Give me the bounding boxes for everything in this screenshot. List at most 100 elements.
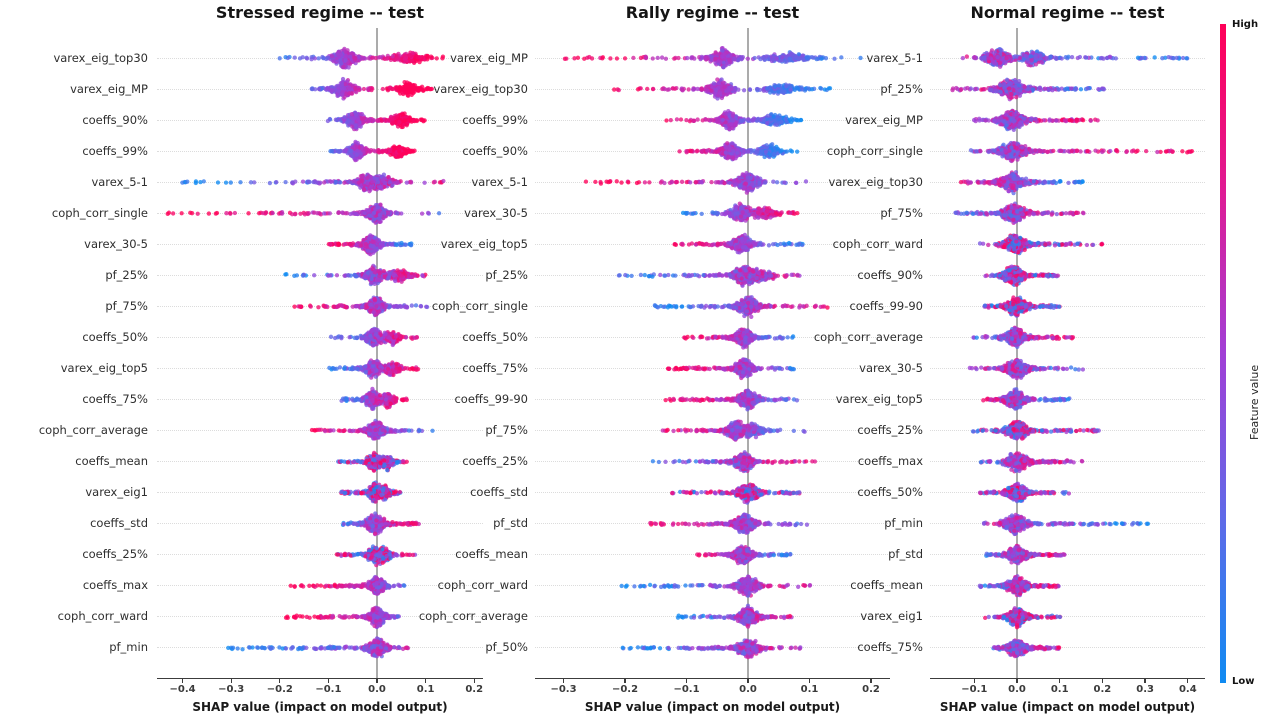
x-tick-label: 0.4 <box>1178 684 1197 695</box>
x-tick-label: 0.0 <box>739 684 757 695</box>
x-axis-label: SHAP value (impact on model output) <box>939 700 1196 714</box>
x-axis-label: SHAP value (impact on model output) <box>192 700 448 714</box>
feature-label: varex_30-5 <box>859 361 923 376</box>
feature-label: pf_50% <box>485 640 528 655</box>
x-tick-label: 0.3 <box>1136 684 1154 695</box>
feature-label: pf_min <box>109 640 148 655</box>
feature-label: coph_corr_average <box>813 329 923 344</box>
feature-label: coeffs_mean <box>455 547 528 562</box>
x-tick-mark <box>1187 678 1189 683</box>
feature-label: coeffs_90% <box>82 112 148 127</box>
x-axis-line <box>157 677 483 679</box>
feature-label: coeffs_max <box>82 578 148 593</box>
x-tick-mark <box>279 678 281 683</box>
x-tick-mark <box>230 678 232 683</box>
feature-label: coeffs_50% <box>857 485 923 500</box>
x-tick-mark <box>685 678 688 683</box>
x-tick-label: −0.3 <box>550 684 577 695</box>
feature-label: pf_std <box>888 547 923 562</box>
x-tick-label: −0.1 <box>315 684 342 695</box>
feature-label: varex_5-1 <box>471 174 528 189</box>
x-tick-label: 0.0 <box>1008 684 1026 695</box>
feature-label: coeffs_std <box>470 485 528 500</box>
x-tick-label: −0.1 <box>673 684 700 695</box>
feature-label: pf_75% <box>485 423 528 438</box>
feature-label: coph_corr_single <box>51 205 148 220</box>
feature-label: coeffs_max <box>857 454 923 469</box>
feature-label: varex_eig1 <box>85 485 148 500</box>
feature-label: pf_75% <box>105 298 148 313</box>
feature-label: coeffs_50% <box>462 329 528 344</box>
feature-label: coph_corr_single <box>431 298 528 313</box>
x-tick-label: 0.1 <box>416 684 435 695</box>
x-tick-mark <box>624 678 626 683</box>
feature-label: varex_eig_top30 <box>828 174 923 189</box>
x-tick-label: −0.4 <box>169 684 196 695</box>
x-axis-label: SHAP value (impact on model output) <box>584 700 841 714</box>
feature-label: coeffs_75% <box>857 640 923 655</box>
feature-label: varex_eig_MP <box>70 81 148 96</box>
feature-label: coeffs_75% <box>462 361 528 376</box>
x-tick-mark <box>473 678 475 683</box>
feature-label: coeffs_50% <box>82 329 148 344</box>
feature-label: pf_min <box>884 516 923 531</box>
feature-label: pf_std <box>493 516 528 531</box>
x-tick-label: 0.1 <box>800 684 819 695</box>
x-tick-label: −0.2 <box>611 684 639 695</box>
feature-label: varex_eig_top5 <box>440 236 528 251</box>
feature-label: varex_eig_top5 <box>835 392 923 407</box>
x-tick-mark <box>181 678 184 683</box>
feature-label: pf_75% <box>880 205 923 220</box>
feature-label: varex_eig_MP <box>450 50 528 65</box>
x-tick-label: −0.2 <box>266 684 293 695</box>
feature-label: coeffs_99% <box>82 143 148 158</box>
colorbar-low-label: Low <box>1232 676 1255 687</box>
feature-label: varex_eig_top30 <box>433 81 528 96</box>
x-tick-label: −0.3 <box>218 684 245 695</box>
feature-label: varex_eig1 <box>860 609 923 624</box>
feature-label: coeffs_99-90 <box>849 298 923 313</box>
feature-label: coph_corr_average <box>418 609 528 624</box>
panel-title: Stressed regime -- test <box>215 3 425 22</box>
feature-label: varex_30-5 <box>84 236 148 251</box>
x-tick-label: 0.2 <box>1093 684 1112 695</box>
feature-label: coph_corr_ward <box>437 578 528 593</box>
x-axis-line <box>930 677 1205 679</box>
colorbar-high-label: High <box>1232 19 1259 30</box>
feature-label: coeffs_25% <box>82 547 148 562</box>
x-tick-mark <box>973 678 975 683</box>
x-tick-mark <box>327 678 330 683</box>
x-tick-label: 0.2 <box>862 684 880 695</box>
x-tick-mark <box>870 678 872 683</box>
x-tick-mark <box>376 678 378 683</box>
colorbar-axis-label: Feature value <box>1248 364 1261 440</box>
feature-label: varex_eig_top5 <box>60 361 148 376</box>
feature-label: pf_25% <box>485 267 528 282</box>
feature-label: coeffs_25% <box>857 423 923 438</box>
x-axis-line <box>535 677 890 679</box>
panel-title: Rally regime -- test <box>625 3 800 22</box>
feature-label: varex_eig_top30 <box>53 50 148 65</box>
feature-label: varex_5-1 <box>866 50 923 65</box>
feature-label: pf_25% <box>105 267 148 282</box>
feature-label: coph_corr_ward <box>57 609 148 624</box>
feature-label: varex_eig_MP <box>845 112 923 127</box>
x-tick-mark <box>747 678 749 683</box>
panel-title: Normal regime -- test <box>970 3 1165 22</box>
x-tick-mark <box>562 678 565 683</box>
x-tick-label: 0.2 <box>465 684 484 695</box>
x-tick-label: 0.1 <box>1050 684 1069 695</box>
feature-label: varex_5-1 <box>91 174 148 189</box>
x-tick-mark <box>1144 678 1146 683</box>
feature-label: coeffs_25% <box>462 454 528 469</box>
feature-label: varex_30-5 <box>464 205 528 220</box>
feature-label: coph_corr_ward <box>832 236 923 251</box>
feature-label: coeffs_99% <box>462 112 528 127</box>
feature-label: coph_corr_average <box>38 423 148 438</box>
feature-label: coeffs_90% <box>857 267 923 282</box>
x-tick-mark <box>424 678 427 683</box>
feature-label: pf_25% <box>880 81 923 96</box>
x-tick-mark <box>808 678 811 683</box>
